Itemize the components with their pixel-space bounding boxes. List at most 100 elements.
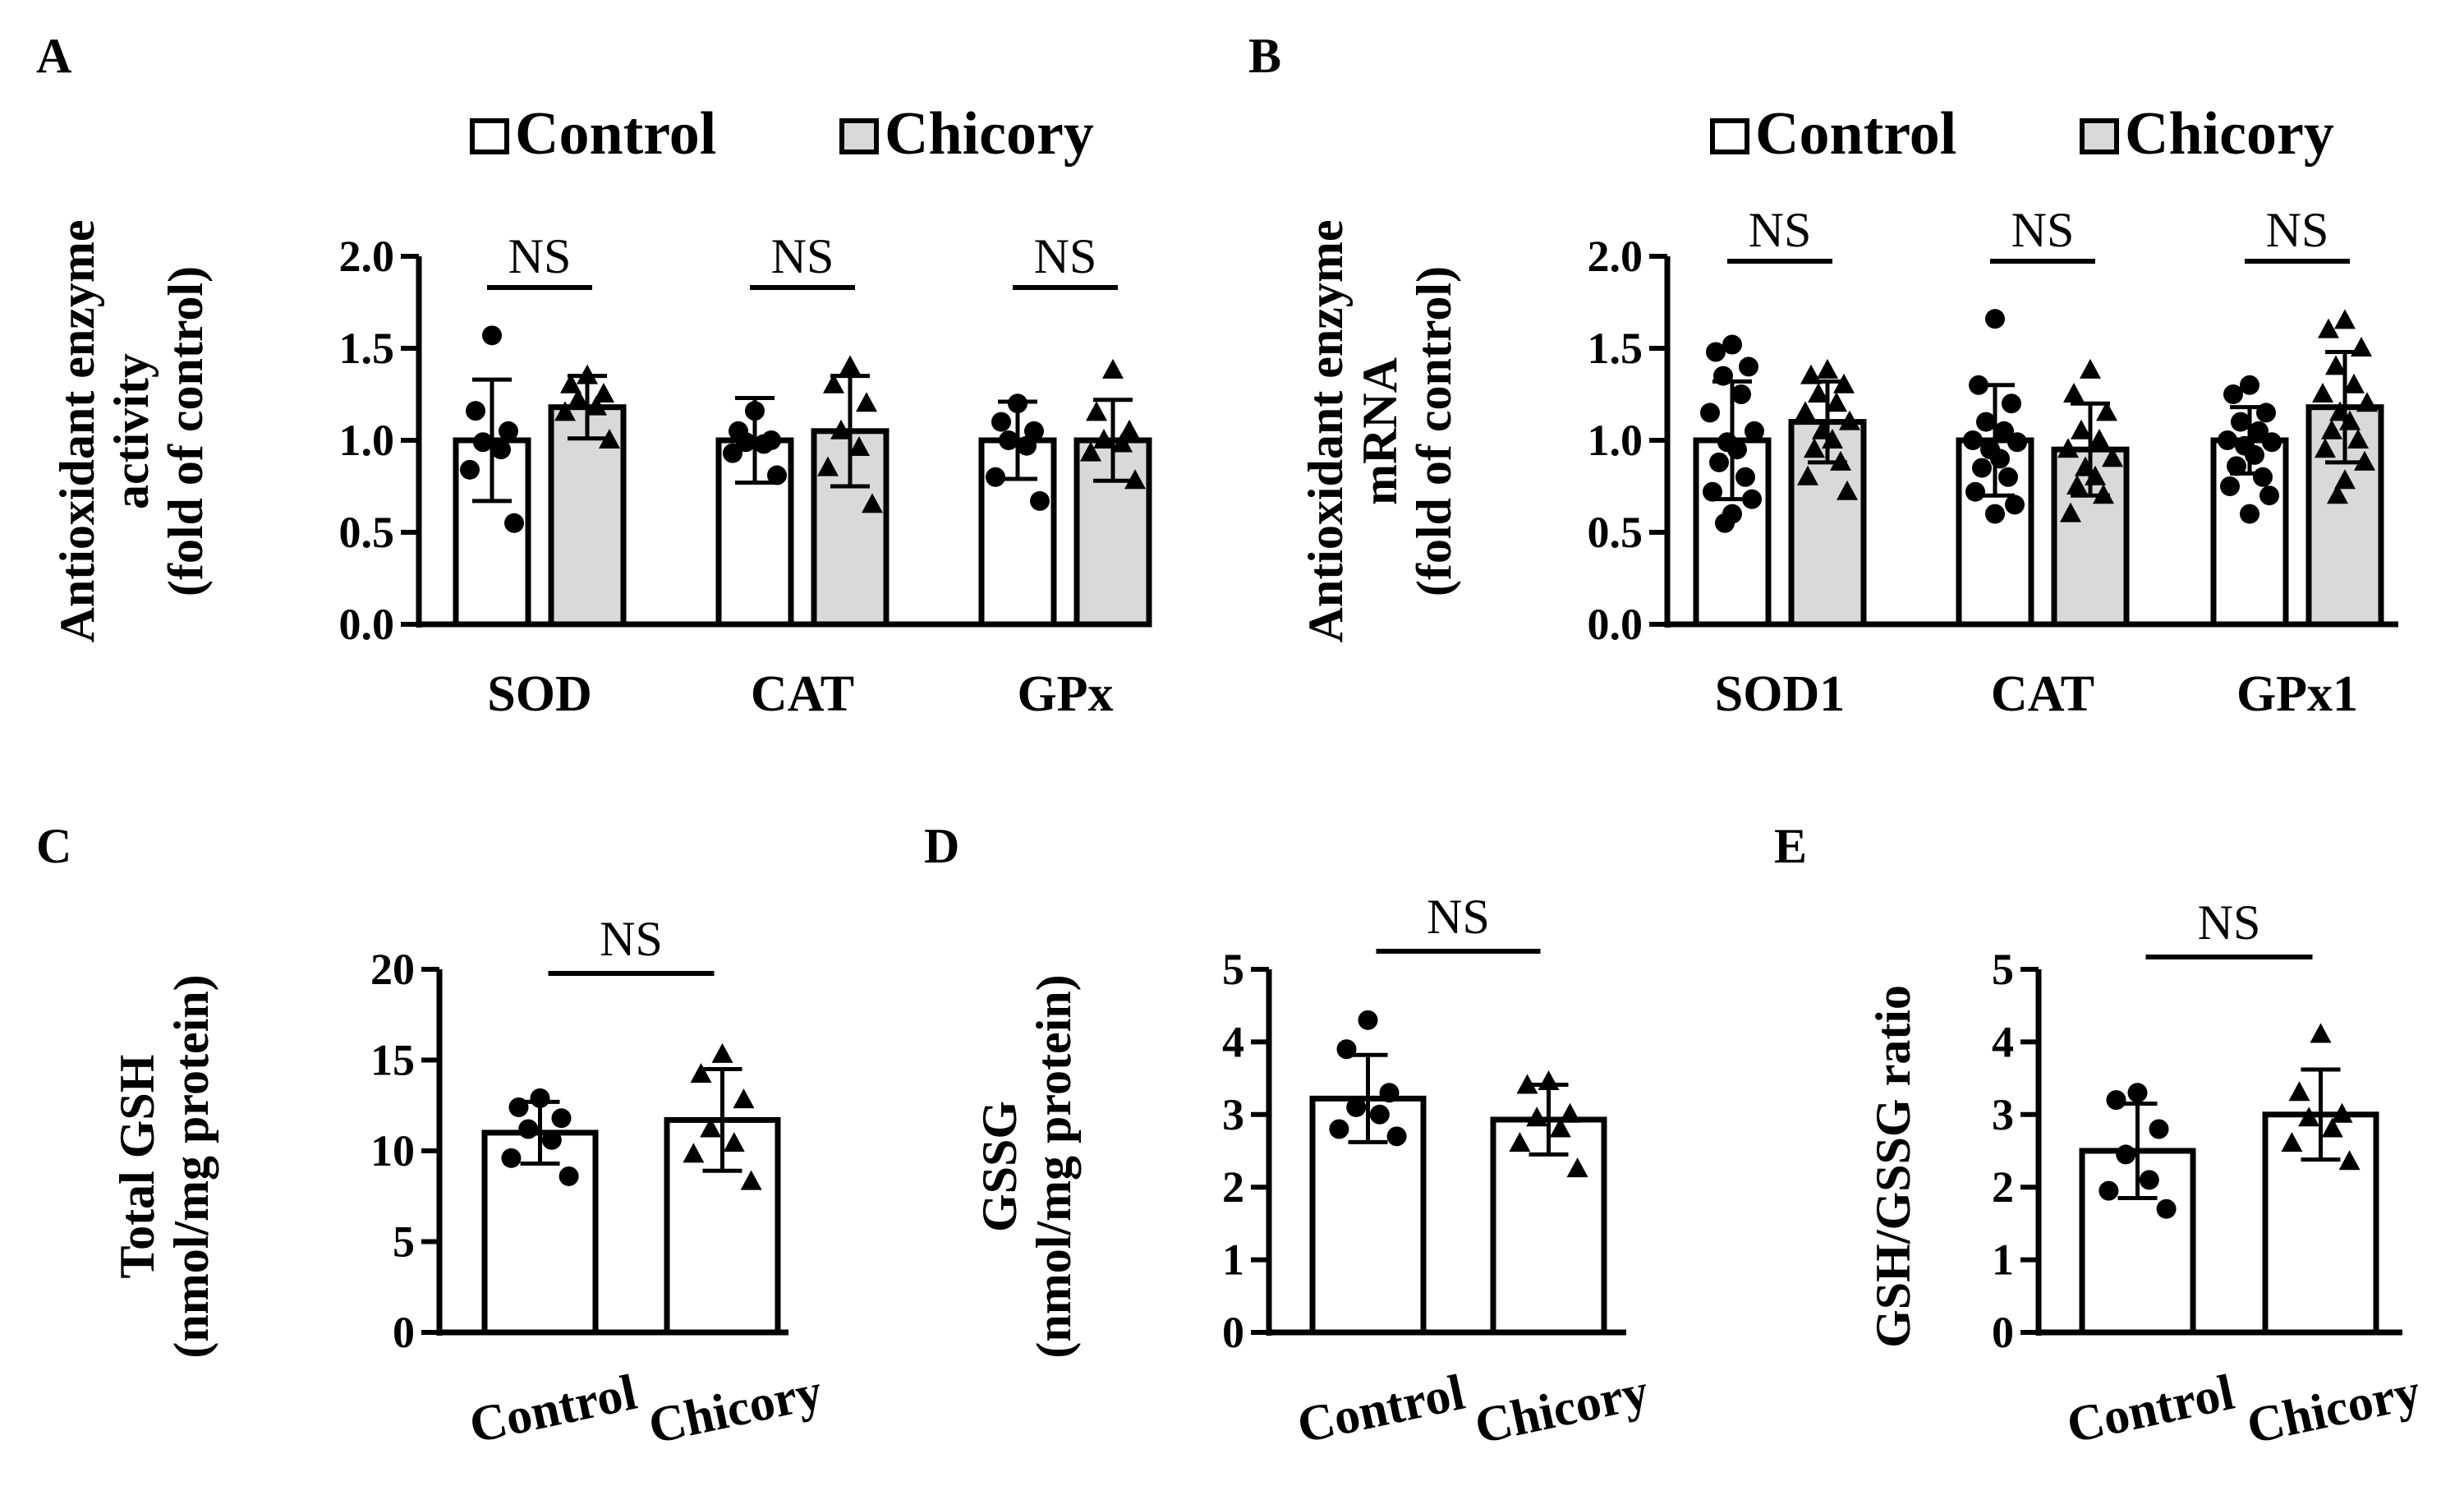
data-point-chicory	[2281, 1132, 2303, 1152]
data-point-chicory	[1837, 480, 1858, 500]
data-point-control	[466, 401, 485, 421]
data-point-control	[1329, 1119, 1349, 1139]
data-point-control	[2099, 1180, 2119, 1201]
data-point-chicory	[2327, 484, 2348, 504]
panel-letter: E	[1774, 819, 1807, 873]
data-point-control	[1386, 1126, 1407, 1147]
data-point-chicory	[1549, 1117, 1571, 1138]
data-point-chicory	[2093, 484, 2114, 504]
data-point-chicory	[733, 1088, 755, 1109]
data-point-chicory	[1526, 1106, 1548, 1127]
data-point-control	[2227, 456, 2246, 476]
y-axis-label: (nmol/mg protein)	[1027, 974, 1081, 1358]
data-point-control	[2259, 485, 2279, 506]
data-point-control	[1030, 490, 1050, 511]
significance-label: NS	[2266, 203, 2329, 257]
data-point-chicory	[817, 456, 839, 476]
x-tick-label: SOD	[487, 666, 591, 722]
data-point-control	[2106, 1090, 2126, 1111]
data-point-chicory	[711, 1042, 733, 1063]
data-point-chicory	[2089, 429, 2110, 449]
data-point-chicory	[593, 383, 614, 403]
data-point-control	[754, 434, 774, 454]
panel-letter: A	[36, 29, 71, 83]
data-point-chicory	[2331, 1102, 2353, 1123]
data-point-chicory	[1822, 429, 1843, 449]
data-point-chicory	[1804, 438, 1825, 458]
data-point-chicory	[1800, 364, 1822, 384]
data-point-control	[723, 443, 742, 463]
y-axis-label: Antioxidant enzyme	[50, 220, 104, 643]
y-axis-label: Total GSH	[110, 1055, 164, 1279]
data-point-chicory	[2071, 419, 2092, 439]
data-point-chicory	[690, 1063, 712, 1083]
data-point-chicory	[2315, 438, 2336, 458]
data-point-control	[1703, 481, 1722, 502]
significance-label: NS	[600, 912, 663, 966]
data-point-control	[1706, 342, 1726, 362]
data-point-chicory	[2347, 429, 2369, 449]
panel-b: B Control Chicory Antioxidant enzyme mRNA (fo…	[1248, 29, 2398, 722]
y-tick-label: 4	[1222, 1017, 1244, 1066]
y-axis-label: activity	[104, 353, 159, 509]
legend-label-control: Control	[1755, 100, 1956, 168]
y-axis-label: GSSG	[972, 1101, 1027, 1232]
data-point-chicory	[560, 373, 582, 393]
data-point-control	[1358, 1010, 1378, 1030]
data-point-control	[1336, 1039, 1357, 1060]
y-tick-label: 0	[1992, 1308, 2014, 1357]
x-tick-label: Control	[465, 1364, 641, 1454]
data-point-chicory	[2351, 337, 2372, 357]
y-tick-label: 0.0	[339, 600, 395, 649]
y-tick-label: 0.5	[339, 508, 395, 557]
y-tick-label: 0.5	[1588, 508, 1643, 557]
data-point-control	[1017, 435, 1037, 456]
significance-label: NS	[2198, 895, 2261, 950]
data-point-control	[986, 467, 1005, 487]
data-point-control	[2245, 444, 2264, 465]
data-point-chicory	[1839, 410, 1860, 430]
data-point-control	[2149, 1119, 2169, 1139]
data-point-chicory	[2339, 410, 2361, 430]
panel-letter: C	[36, 819, 71, 873]
y-tick-label: 20	[370, 945, 415, 994]
data-point-control	[1008, 393, 1027, 414]
data-point-chicory	[2063, 383, 2085, 403]
data-point-control	[1998, 467, 2018, 487]
data-point-chicory	[1516, 1074, 1538, 1094]
y-tick-label: 3	[1992, 1090, 2014, 1139]
y-tick-label: 2	[1992, 1162, 2014, 1212]
data-point-chicory	[1808, 383, 1829, 403]
significance-label: NS	[1034, 229, 1097, 283]
data-point-chicory	[839, 355, 861, 375]
x-tick-label: Control	[1293, 1364, 1469, 1454]
data-point-chicory	[1817, 358, 1838, 379]
data-point-control	[1739, 357, 1758, 377]
x-tick-label: Chicory	[644, 1364, 827, 1455]
data-point-chicory	[1080, 441, 1101, 462]
data-point-chicory	[1812, 419, 1833, 439]
legend-label-control: Control	[515, 100, 716, 168]
data-point-control	[2262, 432, 2282, 453]
data-point-control	[2256, 403, 2276, 423]
data-point-control	[991, 412, 1011, 432]
x-tick-label: Chicory	[1470, 1364, 1653, 1455]
y-tick-label: 10	[370, 1126, 415, 1175]
data-point-control	[551, 1108, 572, 1129]
data-point-control	[1727, 439, 1747, 460]
bar-control	[481, 1129, 599, 1336]
y-tick-label: 0.0	[1588, 600, 1643, 649]
data-point-control	[559, 1166, 579, 1186]
data-point-control	[1024, 421, 1044, 441]
data-point-chicory	[2085, 465, 2106, 485]
data-point-chicory	[2321, 419, 2342, 439]
data-point-chicory	[856, 392, 877, 412]
data-point-control	[1985, 309, 2005, 329]
bar-chicory-cat	[2051, 446, 2130, 628]
data-point-control	[2007, 432, 2027, 453]
data-point-chicory	[723, 1132, 745, 1152]
data-point-control	[1700, 403, 1720, 423]
data-point-chicory	[1795, 401, 1816, 421]
data-point-chicory	[2288, 1081, 2310, 1102]
